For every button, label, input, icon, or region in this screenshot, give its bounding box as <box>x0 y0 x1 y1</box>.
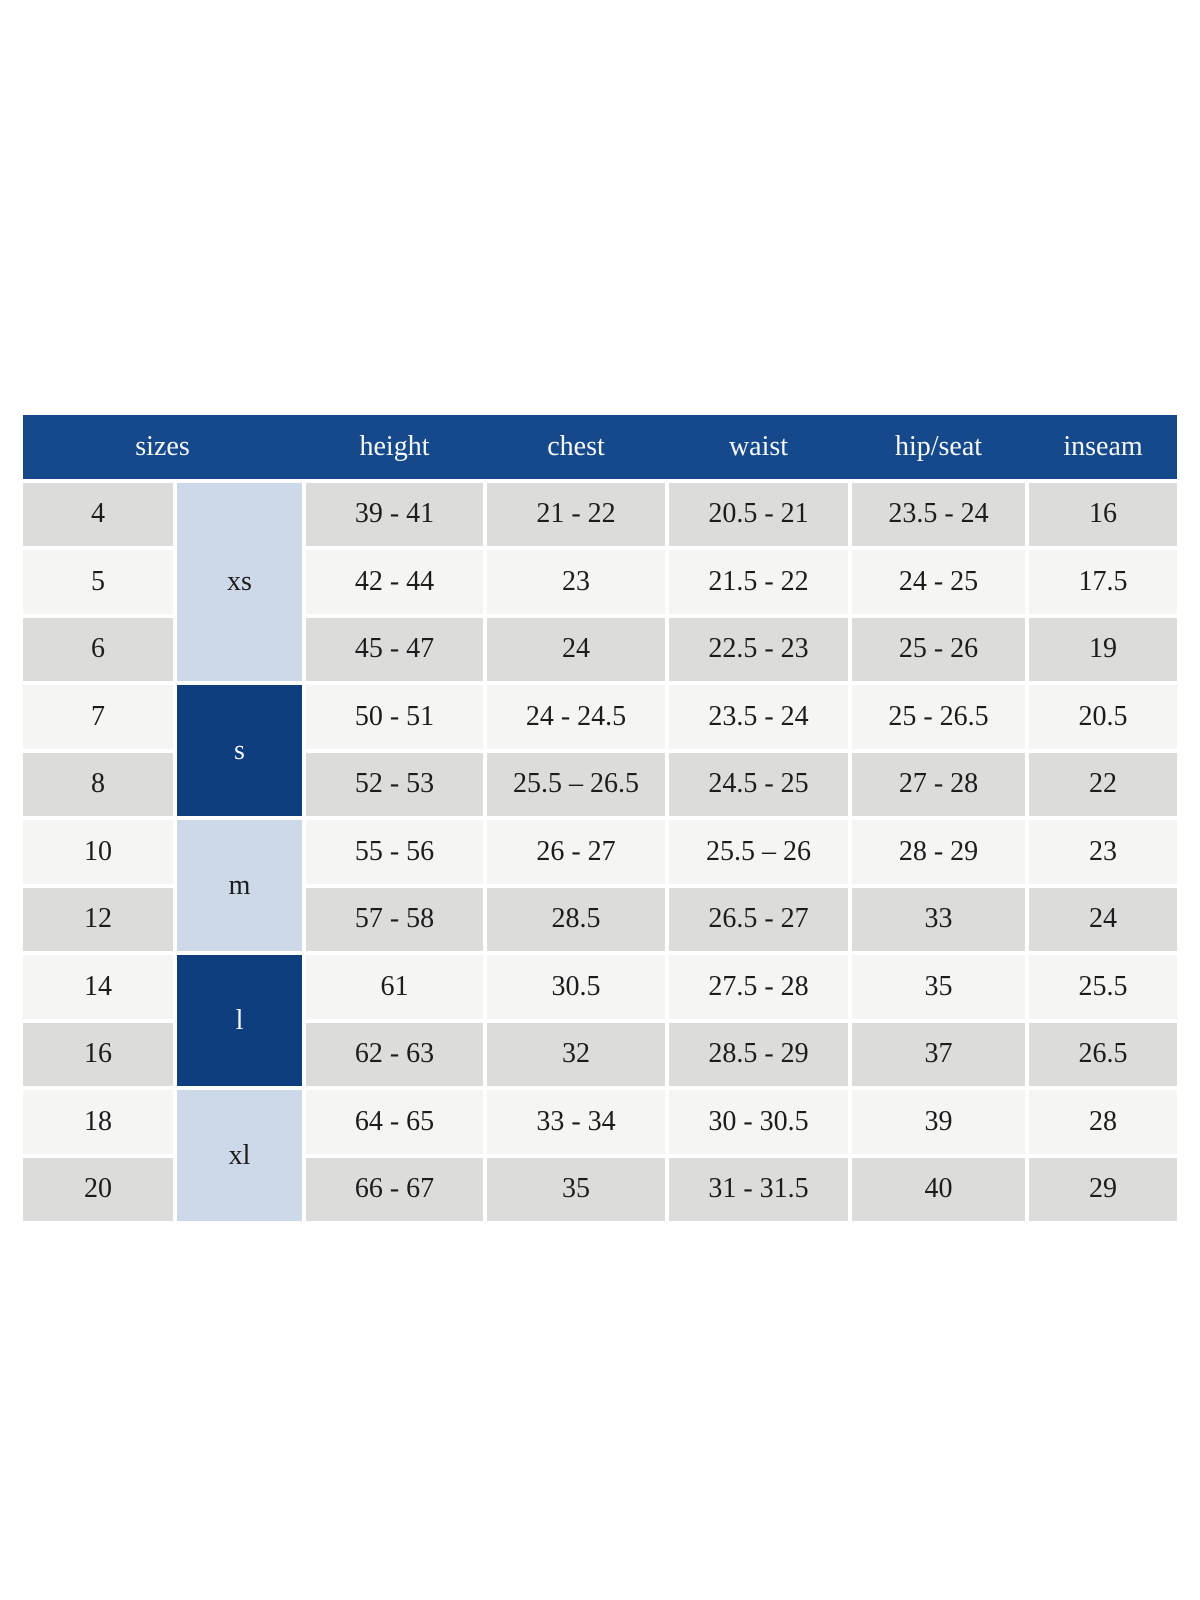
table-header-row: sizes height chest waist hip/seat inseam <box>23 415 1177 479</box>
size-cell: 6 <box>23 617 173 681</box>
height-cell: 57 - 58 <box>306 887 483 951</box>
column-header-height: height <box>359 431 430 462</box>
waist-cell: 30 - 30.5 <box>669 1090 848 1154</box>
hip-seat-cell: 33 <box>852 887 1025 951</box>
inseam-cell: 28 <box>1029 1090 1177 1154</box>
height-cell: 62 - 63 <box>306 1022 483 1086</box>
size-chart-table: sizes height chest waist hip/seat inseam… <box>23 415 1177 1221</box>
size-group-cell-s: s <box>177 685 302 816</box>
waist-cell: 27.5 - 28 <box>669 955 848 1019</box>
size-cell: 10 <box>23 820 173 884</box>
hip-seat-cell: 23.5 - 24 <box>852 482 1025 546</box>
size-cell: 7 <box>23 685 173 749</box>
height-cell: 66 - 67 <box>306 1157 483 1221</box>
size-cell: 18 <box>23 1090 173 1154</box>
waist-cell: 24.5 - 25 <box>669 752 848 816</box>
inseam-cell: 25.5 <box>1029 955 1177 1019</box>
waist-cell: 26.5 - 27 <box>669 887 848 951</box>
inseam-cell: 16 <box>1029 482 1177 546</box>
hip-seat-cell: 25 - 26.5 <box>852 685 1025 749</box>
chest-cell: 26 - 27 <box>487 820 665 884</box>
chest-cell: 21 - 22 <box>487 482 665 546</box>
height-cell: 55 - 56 <box>306 820 483 884</box>
height-cell: 50 - 51 <box>306 685 483 749</box>
waist-cell: 20.5 - 21 <box>669 482 848 546</box>
height-cell: 61 <box>306 955 483 1019</box>
waist-cell: 22.5 - 23 <box>669 617 848 681</box>
column-header-waist: waist <box>728 431 789 462</box>
hip-seat-cell: 28 - 29 <box>852 820 1025 884</box>
column-header-hip-seat: hip/seat <box>894 431 983 462</box>
height-cell: 39 - 41 <box>306 482 483 546</box>
waist-cell: 28.5 - 29 <box>669 1022 848 1086</box>
size-cell: 16 <box>23 1022 173 1086</box>
hip-seat-cell: 37 <box>852 1022 1025 1086</box>
inseam-cell: 19 <box>1029 617 1177 681</box>
height-cell: 42 - 44 <box>306 550 483 614</box>
height-cell: 45 - 47 <box>306 617 483 681</box>
hip-seat-cell: 39 <box>852 1090 1025 1154</box>
chest-cell: 23 <box>487 550 665 614</box>
waist-cell: 31 - 31.5 <box>669 1157 848 1221</box>
size-cell: 5 <box>23 550 173 614</box>
chest-cell: 28.5 <box>487 887 665 951</box>
inseam-cell: 17.5 <box>1029 550 1177 614</box>
column-header-inseam: inseam <box>1063 431 1143 462</box>
height-cell: 52 - 53 <box>306 752 483 816</box>
hip-seat-cell: 25 - 26 <box>852 617 1025 681</box>
size-cell: 8 <box>23 752 173 816</box>
chest-cell: 25.5 – 26.5 <box>487 752 665 816</box>
size-group-cell-m: m <box>177 820 302 951</box>
chest-cell: 30.5 <box>487 955 665 1019</box>
inseam-cell: 22 <box>1029 752 1177 816</box>
inseam-cell: 26.5 <box>1029 1022 1177 1086</box>
hip-seat-cell: 27 - 28 <box>852 752 1025 816</box>
waist-cell: 21.5 - 22 <box>669 550 848 614</box>
size-group-cell-xs: xs <box>177 482 302 681</box>
size-cell: 20 <box>23 1157 173 1221</box>
size-cell: 4 <box>23 482 173 546</box>
size-group-cell-l: l <box>177 955 302 1086</box>
chest-cell: 24 - 24.5 <box>487 685 665 749</box>
inseam-cell: 29 <box>1029 1157 1177 1221</box>
size-cell: 12 <box>23 887 173 951</box>
waist-cell: 25.5 – 26 <box>669 820 848 884</box>
inseam-cell: 20.5 <box>1029 685 1177 749</box>
chest-cell: 24 <box>487 617 665 681</box>
inseam-cell: 23 <box>1029 820 1177 884</box>
chest-cell: 33 - 34 <box>487 1090 665 1154</box>
column-header-sizes: sizes <box>135 431 190 462</box>
column-header-chest: chest <box>547 431 605 462</box>
hip-seat-cell: 40 <box>852 1157 1025 1221</box>
inseam-cell: 24 <box>1029 887 1177 951</box>
height-cell: 64 - 65 <box>306 1090 483 1154</box>
waist-cell: 23.5 - 24 <box>669 685 848 749</box>
hip-seat-cell: 24 - 25 <box>852 550 1025 614</box>
size-group-cell-xl: xl <box>177 1090 302 1221</box>
chest-cell: 35 <box>487 1157 665 1221</box>
chest-cell: 32 <box>487 1022 665 1086</box>
size-cell: 14 <box>23 955 173 1019</box>
hip-seat-cell: 35 <box>852 955 1025 1019</box>
